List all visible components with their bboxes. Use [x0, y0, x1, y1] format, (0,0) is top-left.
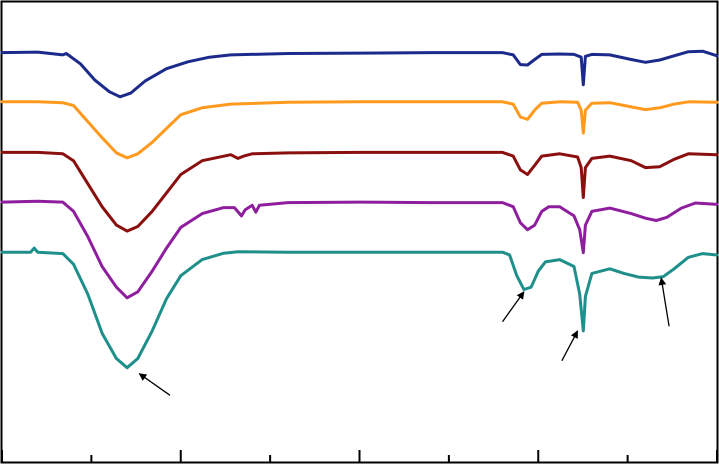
series-line-4: [0, 199, 719, 300]
series-line-5: [0, 246, 719, 370]
annotation-arrow-4: [658, 277, 670, 327]
annotation-arrow-2: [501, 291, 525, 323]
series-line-1: [0, 49, 719, 99]
x-axis-ticks: [1, 450, 718, 462]
series-line-2: [0, 100, 719, 160]
annotation-arrow-3: [561, 330, 579, 362]
annotation-arrow-1: [138, 373, 171, 396]
annotation-arrows: [138, 277, 670, 396]
series-group: [0, 49, 719, 370]
series-line-3: [0, 150, 719, 233]
